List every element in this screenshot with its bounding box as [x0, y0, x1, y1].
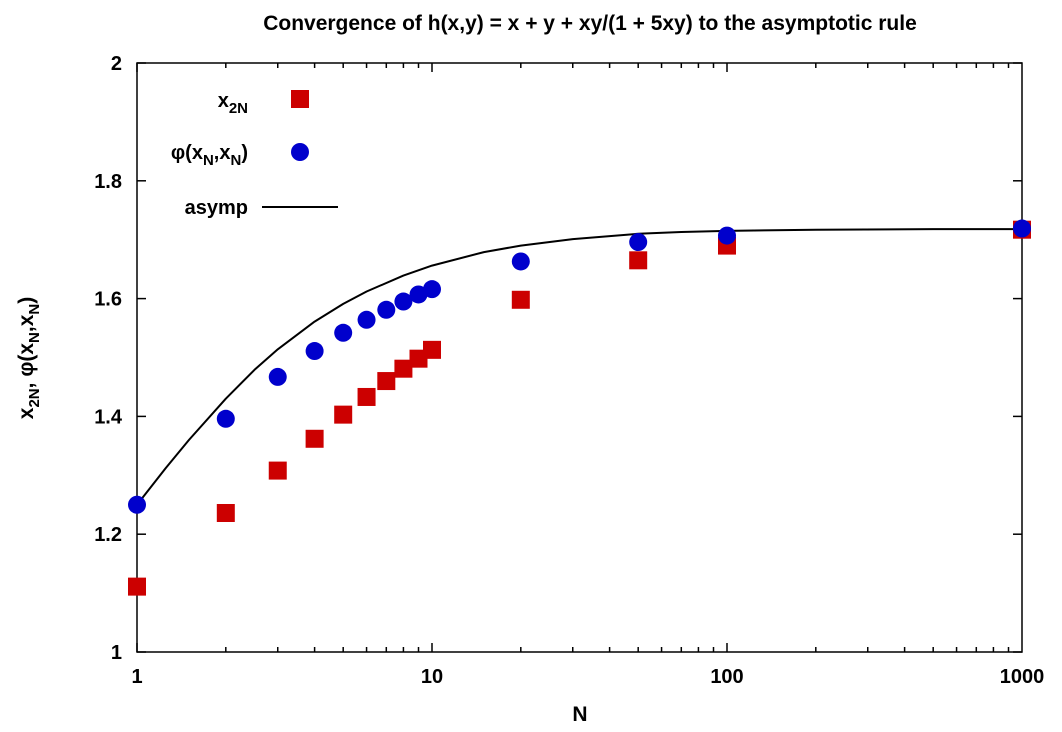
y-label-x2n-sub: 2N	[26, 388, 43, 407]
x2n-point	[268, 461, 287, 480]
phi-point	[629, 233, 648, 252]
x2n-point	[305, 429, 324, 448]
legend-marker-circle	[291, 143, 309, 161]
x2n-point	[423, 340, 441, 359]
phi-point	[718, 226, 736, 245]
x-tick-label: 10	[421, 666, 443, 688]
y-label-close: )	[15, 297, 38, 304]
x2n-point	[128, 577, 146, 596]
y-tick-label: 1.2	[94, 524, 122, 546]
legend-label-asymp: asymp	[185, 197, 248, 219]
series-layer	[128, 219, 1031, 596]
phi-point	[394, 292, 413, 311]
phi-point	[305, 342, 324, 361]
x2n-point	[334, 405, 353, 424]
plot-area-border	[136, 62, 1023, 653]
phi-point	[334, 323, 353, 342]
x-tick-label: 1	[131, 666, 142, 688]
phi-point	[268, 367, 287, 386]
x2n-point	[629, 251, 648, 270]
svg-text:x2N, φ(xN,xN): x2N, φ(xN,xN)	[15, 297, 43, 419]
x-tick-label: 1000	[1000, 666, 1045, 688]
y-label-comma: ,x	[15, 314, 38, 332]
y-axis-ticks: 1 1.2 1.4 1.6 1.8 2	[94, 53, 1022, 664]
x2n-point	[357, 387, 376, 406]
y-tick-label: 2	[111, 53, 122, 75]
phi-point	[377, 300, 396, 319]
y-tick-label: 1.8	[94, 171, 122, 193]
legend-marker-square	[291, 90, 309, 108]
y-label-n-sub-2: N	[26, 304, 43, 315]
x2n-point	[394, 359, 413, 378]
legend: x2N φ(xN,xN) asymp	[171, 90, 338, 219]
phi-point	[128, 495, 146, 514]
y-axis-label: x2N, φ(xN,xN)	[15, 297, 43, 419]
phi-point	[511, 252, 530, 271]
y-label-x2n-main: x	[15, 407, 38, 419]
chart-title: Convergence of h(x,y) = x + y + xy/(1 + …	[263, 12, 917, 35]
y-tick-label: 1.4	[94, 406, 123, 428]
x-axis-label: N	[572, 703, 587, 726]
phi-point	[216, 409, 235, 428]
phi-point	[357, 310, 376, 329]
phi-point	[423, 280, 441, 299]
x2n-point	[216, 503, 235, 522]
x2n-point	[377, 372, 396, 391]
legend-label-x2n: x2N	[218, 90, 248, 117]
y-label-sep: , φ(x	[15, 343, 38, 389]
legend-label-phi: φ(xN,xN)	[171, 142, 248, 169]
y-label-n-sub-1: N	[26, 332, 43, 343]
phi-point	[1013, 219, 1031, 238]
y-tick-label: 1.6	[94, 289, 122, 311]
x-tick-label: 100	[710, 666, 743, 688]
y-tick-label: 1	[111, 642, 122, 664]
x2n-point	[511, 290, 530, 309]
phi-point	[409, 285, 428, 304]
x-axis-ticks: 1 10 100 1000	[131, 63, 1044, 688]
plot-frame	[136, 62, 1023, 653]
